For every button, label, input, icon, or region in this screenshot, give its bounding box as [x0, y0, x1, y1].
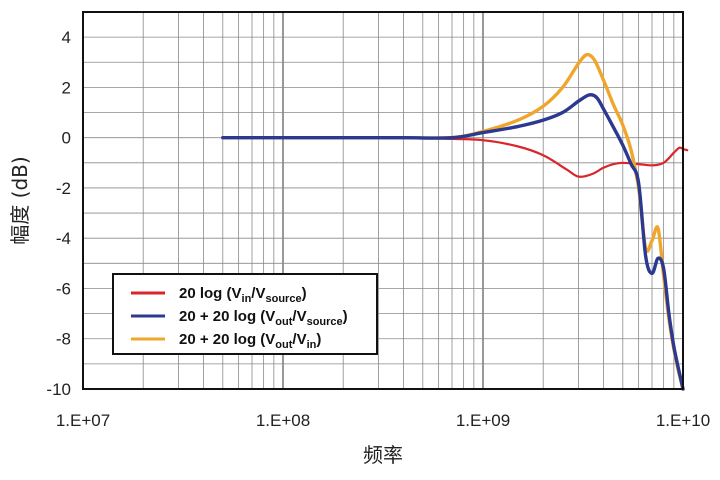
x-axis-title: 频率: [363, 443, 403, 467]
x-tick-label: 1.E+09: [456, 411, 510, 430]
y-tick-label: -6: [56, 279, 71, 298]
tick-labels: 1.E+07 1.E+08 1.E+09 1.E+10 4 2 0 -2 -4 -6 -8 -10: [46, 28, 710, 430]
y-tick-label: 4: [62, 28, 71, 47]
legend-box: [112, 273, 378, 355]
y-tick-label: -4: [56, 229, 71, 248]
x-tick-label: 1.E+07: [56, 411, 110, 430]
grid: [82, 11, 683, 390]
y-tick-label: -10: [46, 380, 71, 399]
legend-entry-vout-vsource: 20 + 20 log (Vout/Vsource): [179, 308, 348, 328]
y-tick-label: -2: [56, 179, 71, 198]
y-axis-title: 幅度 (dB): [8, 156, 32, 244]
x-tick-label: 1.E+10: [656, 411, 710, 430]
legend-entry-vout-vin: 20 + 20 log (Vout/Vin): [179, 331, 321, 351]
legend: 20 log (Vin/Vsource) 20 + 20 log (Vout/Vs…: [112, 273, 378, 355]
legend-entry-vin-vsource: 20 log (Vin/Vsource): [179, 285, 307, 305]
x-tick-label: 1.E+08: [256, 411, 310, 430]
plot-area-frame: [82, 11, 684, 390]
series-line-vout-vsource: [221, 93, 685, 391]
y-tick-label: -8: [56, 330, 71, 349]
series-layer: [221, 52, 689, 391]
y-tick-label: 0: [62, 129, 71, 148]
y-tick-label: 2: [62, 78, 71, 97]
